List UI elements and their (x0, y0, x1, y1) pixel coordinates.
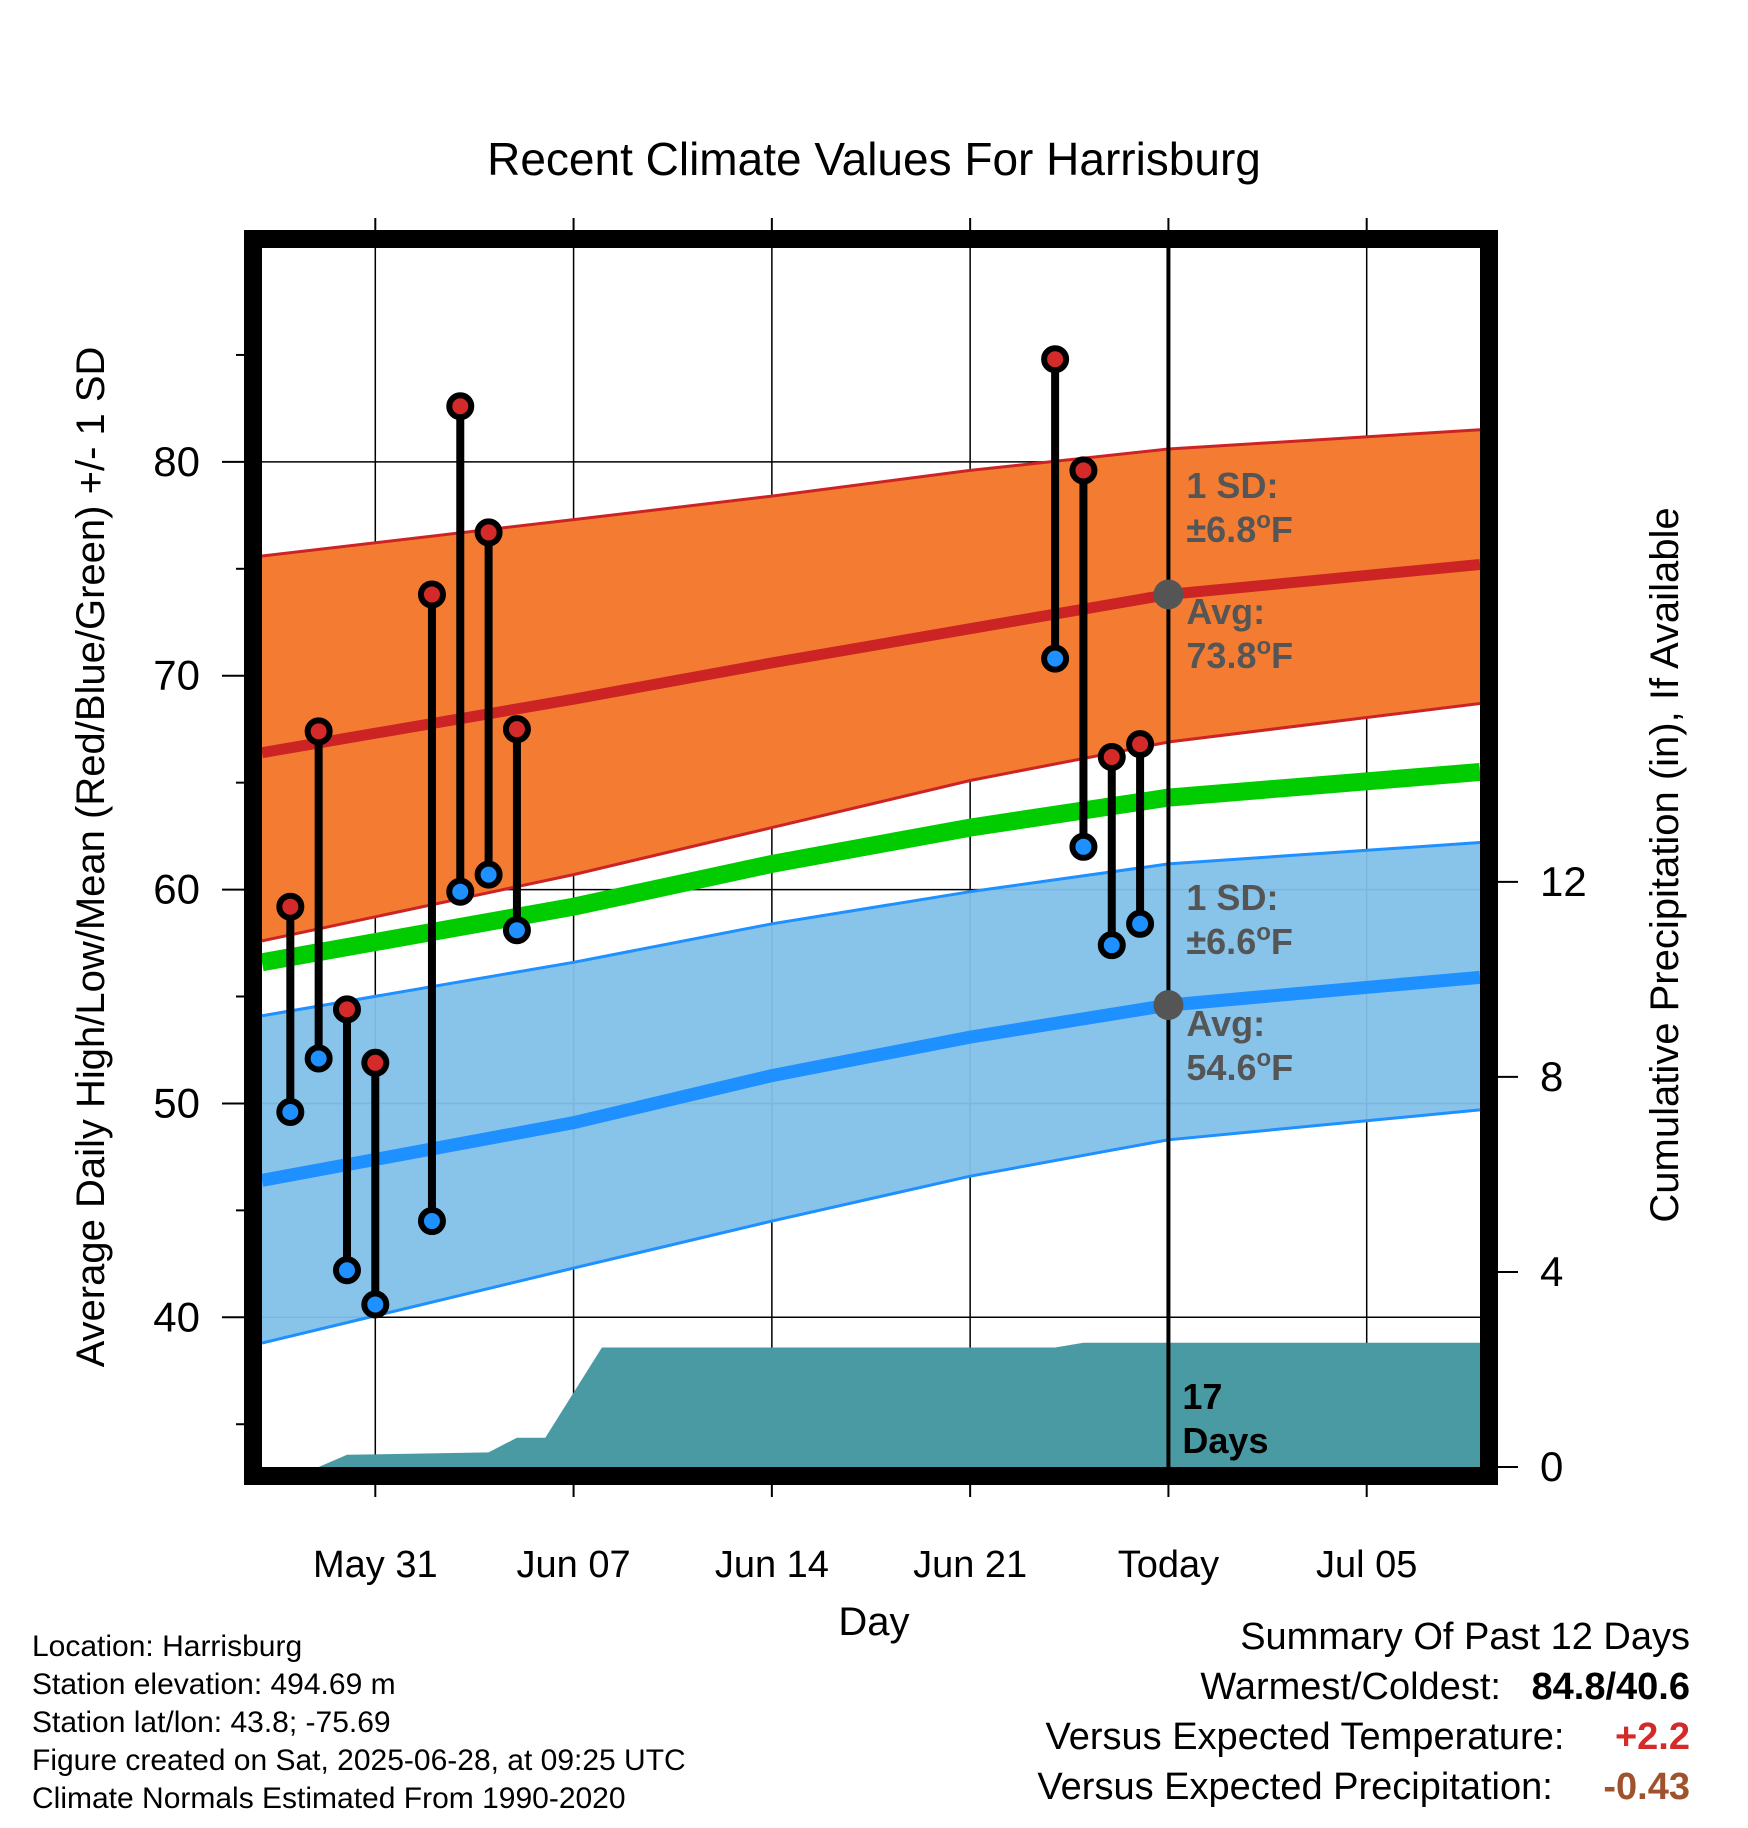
x-tick-label: Today (1118, 1544, 1219, 1586)
location-text: Location: Harrisburg (32, 1630, 303, 1663)
y2-tick-label: 8 (1540, 1053, 1563, 1100)
summary-title: Summary Of Past 12 Days (1240, 1616, 1690, 1658)
obs-high-dot (1126, 730, 1155, 759)
plot-frame (244, 230, 1498, 1485)
y-axis-label: Average Daily High/Low/Mean (Red/Blue/Gr… (69, 347, 113, 1368)
y2-tick-label: 4 (1540, 1248, 1563, 1295)
x-tick-label: Jun 14 (715, 1544, 829, 1586)
high-annotation-avg-label: Avg: (1186, 591, 1265, 632)
obs-low-dot (417, 1207, 446, 1236)
obs-high-dot (332, 995, 361, 1024)
today-high-avg-dot (1153, 579, 1184, 610)
temp-label: Versus Expected Temperature: (1045, 1716, 1565, 1758)
obs-high-dot (446, 392, 475, 421)
high-annotation-avg-value: 73.8oF (1186, 633, 1293, 676)
obs-high-dot (1069, 456, 1098, 485)
obs-high-dot (1041, 345, 1070, 374)
low-annotation-avg-value: 54.6oF (1186, 1045, 1293, 1088)
summary-precip: Versus Expected Precipitation: -0.43 (1037, 1766, 1690, 1809)
x-tick-label: Jul 05 (1316, 1544, 1417, 1586)
latlon-text: Station lat/lon: 43.8; -75.69 (32, 1706, 391, 1739)
high-band-lower-edge (262, 702, 1480, 943)
obs-low-dot (276, 1097, 305, 1126)
y-tick-label: 70 (153, 652, 200, 699)
obs-low-dot (474, 860, 503, 889)
obs-high-dot (502, 715, 531, 744)
obs-high-dot (361, 1048, 390, 1077)
chart-title: Recent Climate Values For Harrisburg (487, 133, 1261, 185)
obs-high-dot (276, 892, 305, 921)
y-tick-label: 60 (153, 866, 200, 913)
normal-low-line (262, 970, 1480, 1187)
obs-low-dot (1041, 644, 1070, 673)
obs-low-dot (361, 1290, 390, 1319)
days-word-label: Days (1182, 1420, 1268, 1461)
warm-cold-value: 84.8/40.6 (1531, 1666, 1690, 1708)
x-tick-label: Jun 21 (913, 1544, 1027, 1586)
today-low-avg-dot (1153, 990, 1184, 1021)
obs-low-dot (332, 1256, 361, 1285)
obs-low-dot (1097, 931, 1126, 960)
obs-low-dot (502, 916, 531, 945)
low-annotation-sd-value: ±6.6oF (1186, 919, 1292, 962)
y2-axis-label: Cumulative Precipitation (in), If Availa… (1643, 507, 1687, 1222)
y-tick-label: 50 (153, 1079, 200, 1126)
precip-label: Versus Expected Precipitation: (1037, 1766, 1553, 1808)
obs-low-dot (1126, 909, 1155, 938)
obs-low-dot (1069, 832, 1098, 861)
high-annotation-sd-value: ±6.8oF (1186, 507, 1292, 550)
low-sd-band (262, 842, 1480, 1343)
high-band-upper-edge (262, 428, 1480, 558)
obs-high-dot (304, 717, 333, 746)
y-tick-label: 40 (153, 1293, 200, 1340)
precip-area (262, 1342, 1480, 1467)
obs-high-dot (1097, 742, 1126, 771)
high-sd-band (262, 429, 1480, 941)
summary-warm-cold: Warmest/Coldest: 84.8/40.6 (1200, 1666, 1690, 1709)
x-tick-label: May 31 (313, 1544, 438, 1586)
x-axis-label: Day (838, 1600, 909, 1644)
warm-cold-label: Warmest/Coldest: (1200, 1666, 1501, 1708)
x-tick-label: Jun 07 (517, 1544, 631, 1586)
normal-high-line (262, 559, 1480, 759)
created-text: Figure created on Sat, 2025-06-28, at 09… (32, 1744, 686, 1777)
normal-mean-line (262, 763, 1480, 972)
temp-value: +2.2 (1614, 1716, 1690, 1758)
y2-tick-label: 0 (1540, 1443, 1563, 1490)
low-band-lower-edge (262, 1108, 1480, 1345)
summary-temp: Versus Expected Temperature: +2.2 (1045, 1716, 1690, 1759)
low-annotation-avg-label: Avg: (1186, 1003, 1265, 1044)
obs-high-dot (417, 580, 446, 609)
precip-value: -0.43 (1603, 1766, 1690, 1808)
y-tick-label: 80 (153, 438, 200, 485)
obs-low-dot (304, 1044, 333, 1073)
elevation-text: Station elevation: 494.69 m (32, 1668, 396, 1701)
normals-text: Climate Normals Estimated From 1990-2020 (32, 1782, 626, 1815)
obs-high-dot (474, 518, 503, 547)
high-annotation-sd-label: 1 SD: (1186, 465, 1278, 506)
y2-tick-label: 12 (1540, 858, 1587, 905)
low-band-upper-edge (262, 841, 1480, 1018)
low-annotation-sd-label: 1 SD: (1186, 877, 1278, 918)
obs-low-dot (446, 877, 475, 906)
days-count-label: 17 (1182, 1376, 1222, 1417)
plot-area (262, 428, 1480, 1467)
